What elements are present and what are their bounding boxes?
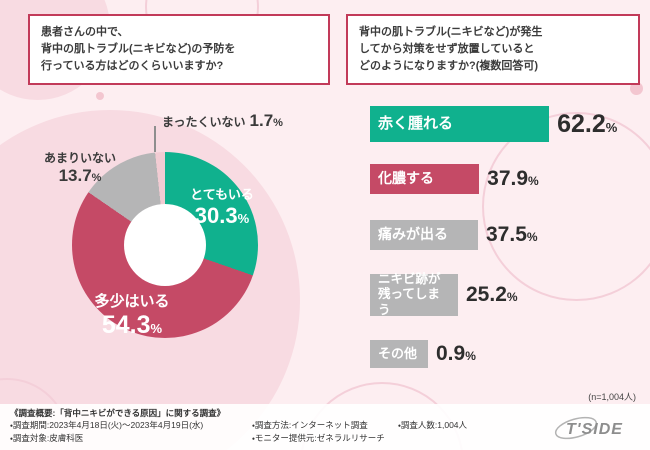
bar-label: その他 — [378, 345, 418, 361]
survey-method: ・調査方法:インターネット調査 — [252, 420, 368, 430]
survey-details-col2: ・調査方法:インターネット調査 ・モニター提供元:ゼネラルリサーチ — [252, 419, 385, 445]
tside-logo: T'SIDE — [554, 416, 623, 440]
bar-fill: 赤く腫れる — [370, 106, 550, 142]
percent-sign: % — [605, 119, 618, 135]
bar-row-akakuhareru: 赤く腫れる 62.2% — [370, 106, 617, 142]
sample-size-note: (n=1,004人) — [588, 392, 636, 402]
bar-label: ニキビ跡が残ってしまう — [378, 271, 441, 317]
bar-label: 痛みが出る — [378, 226, 448, 243]
footer-bar — [0, 404, 650, 450]
survey-period: ・調査期間:2023年4月18日(火)〜2023年4月19日(水) — [10, 420, 204, 430]
survey-details-col1: ・調査期間:2023年4月18日(火)〜2023年4月19日(水) ・調査対象:… — [10, 419, 203, 445]
bar-row-nikibiato: ニキビ跡が残ってしまう 25.2% — [370, 271, 518, 317]
percent-sign: % — [237, 211, 250, 226]
pie-label-tashouhairu: 多少はいる 54.3% — [66, 290, 198, 340]
background-dot-left — [96, 92, 104, 100]
logo-text: T'SIDE — [566, 421, 623, 438]
bar-fill: ニキビ跡が残ってしまう — [370, 271, 458, 317]
percent-sign: % — [526, 230, 538, 244]
percent-sign: % — [528, 174, 539, 188]
pie-slice-value: 1.7% — [249, 111, 283, 130]
bar-value: 62.2% — [557, 109, 618, 138]
pie-slice-name: とてもいる — [190, 187, 254, 202]
percent-sign: % — [506, 290, 518, 304]
question-box-neglect: 背中の肌トラブル(ニキビなど)が発生 してから対策をせず放置していると どのよう… — [346, 14, 640, 86]
background-dot-right — [630, 82, 643, 95]
pie-slice-value: 54.3% — [101, 311, 163, 339]
survey-target: ・調査対象:皮膚科医 — [10, 433, 84, 444]
pie-label-amariinai: あまりいない 13.7% — [24, 149, 136, 186]
bar-row-sonota: その他 0.9% — [370, 340, 476, 368]
pie-slice-name: 多少はいる — [94, 293, 170, 310]
survey-overview-title: 《調査概要:「背中ニキビができる原因」に関する調査》 — [10, 408, 226, 418]
bar-row-kanousuru: 化膿する 37.9% — [370, 164, 539, 194]
background-ring-right — [482, 112, 650, 301]
percent-sign: % — [465, 349, 476, 363]
bar-value: 0.9% — [436, 342, 476, 365]
logo-swoosh — [554, 416, 598, 440]
pie-label-mattakuinai: まったくいない 1.7% — [162, 111, 283, 131]
bar-fill: その他 — [370, 340, 428, 368]
pie-label-totemoiru: とてもいる 30.3% — [176, 184, 268, 229]
bar-value: 37.5% — [486, 223, 538, 246]
pie-slice-value: 13.7% — [58, 166, 102, 185]
survey-details-col3: ・調査人数:1,004人 — [398, 419, 467, 432]
bar-value: 37.9% — [487, 167, 539, 190]
question-box-prevention: 患者さんの中で、 背中の肌トラブル(ニキビなど)の予防を 行っている方はどのくら… — [28, 14, 330, 86]
bar-value: 25.2% — [466, 283, 518, 306]
bar-label: 赤く腫れる — [378, 114, 454, 132]
donut-hole — [124, 204, 206, 286]
bar-row-itamigaderu: 痛みが出る 37.5% — [370, 220, 538, 250]
bar-label: 化膿する — [378, 170, 434, 187]
pie-slice-name: あまりいない — [43, 151, 116, 165]
leader-line — [154, 126, 156, 152]
pie-slice-value: 30.3% — [194, 203, 250, 228]
pie-slice-name: まったくいない — [162, 115, 246, 129]
survey-provider: ・モニター提供元:ゼネラルリサーチ — [252, 433, 385, 444]
percent-sign: % — [273, 117, 283, 129]
bar-fill: 化膿する — [370, 164, 480, 194]
bar-fill: 痛みが出る — [370, 220, 478, 250]
survey-count: ・調査人数:1,004人 — [398, 420, 468, 430]
percent-sign: % — [150, 321, 163, 336]
percent-sign: % — [91, 172, 102, 184]
